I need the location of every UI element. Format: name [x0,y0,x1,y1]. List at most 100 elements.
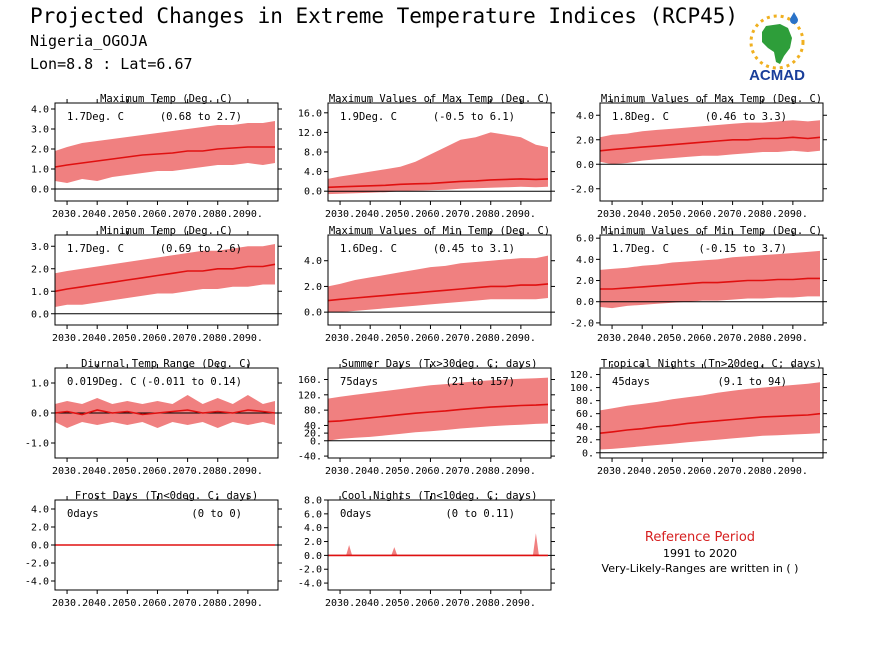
y-tick-label: 3.0 [31,242,49,253]
range-band [55,121,275,183]
x-tick-label: 2070. [446,466,476,477]
x-tick-label: 2030. [597,333,627,344]
y-tick-label: 4.0 [304,167,322,178]
x-tick-label: 2030. [325,466,355,477]
plot-frame [54,102,279,202]
x-tick-label: 2090. [506,333,536,344]
y-tick-label: 1.0 [31,287,49,298]
x-tick-label: 2080. [748,333,778,344]
y-tick-label: -4.0 [25,577,49,588]
y-tick-label: 1.0 [31,379,49,390]
reference-years: 1991 to 2020 [662,547,738,560]
x-tick-label: 2030. [52,598,82,609]
x-tick-label: 2090. [233,466,263,477]
likely-range-label: (0 to 0) [191,508,242,520]
y-tick-label: 0.0 [31,309,49,320]
mean-change-label: 0.019Deg. C [67,376,137,388]
x-tick-label: 2060. [687,333,717,344]
sun-rays-icon [749,14,805,70]
x-tick-label: 2030. [52,209,82,220]
x-tick-label: 2070. [173,598,203,609]
mean-change-label: 1.9Deg. C [340,111,397,123]
x-tick-label: 2040. [355,466,385,477]
x-tick-label: 2030. [597,466,627,477]
x-tick-label: 2090. [233,333,263,344]
reference-note: Very-Likely-Ranges are written in ( ) [601,562,799,575]
reference-title: Reference Period [644,530,756,545]
x-tick-label: 2050. [385,209,415,220]
chart-panel-2: 0.0 4.0 8.0 12.0 16.0 2030. 2040. 2050. 2060. 207… [298,93,555,220]
y-tick-label: -2.0 [570,184,594,195]
x-tick-label: 2050. [385,598,415,609]
x-tick-label: 2070. [446,209,476,220]
x-tick-label: 2040. [82,466,112,477]
y-tick-label: 4.0 [576,255,594,266]
x-tick-label: 2080. [476,598,506,609]
y-tick-label: 4.0 [576,111,594,122]
y-tick-label: 3.0 [31,125,49,136]
plot-frame [327,234,552,326]
panel-title: Minimum Temp (Deg. C) [100,225,233,237]
y-tick-label: 12.0 [298,128,322,139]
mean-change-label: 75days [340,376,378,388]
y-tick-label: 6.0 [576,234,594,245]
mean-line [54,409,276,416]
logo-text: ACMAD [749,67,805,84]
y-tick-label: 2.0 [304,537,322,548]
x-tick-label: 2060. [142,466,172,477]
x-tick-label: 2040. [627,466,657,477]
panel-title: Maximum Values of Min Temp (Deg. C) [329,225,550,237]
plot-frame [327,367,552,459]
range-band [600,250,820,309]
y-tick-label: 100. [570,383,594,394]
mean-line [54,263,276,293]
y-tick-label: 0.0 [576,160,594,171]
reference-legend: Reference Period 1991 to 2020 Very-Likel… [590,530,810,575]
x-tick-label: 2080. [203,209,233,220]
y-tick-label: 2.0 [31,523,49,534]
y-tick-label: 0.0 [304,187,322,198]
x-tick-label: 2090. [506,209,536,220]
y-tick-label: 4.0 [31,105,49,116]
y-tick-label: 16.0 [298,108,322,119]
y-tick-label: -2.0 [570,318,594,329]
x-tick-label: 2090. [778,333,808,344]
x-tick-label: 2070. [446,598,476,609]
panel-title: Frost Days (Tn<0deg. C; days) [75,490,258,502]
x-tick-label: 2060. [687,466,717,477]
chart-panel-4: 0.0 1.0 2.0 3.0 2030. 2040. 2050. 2060. 2070. 208… [31,225,282,344]
x-tick-label: 2030. [325,598,355,609]
likely-range-label: (-0.15 to 3.7) [698,243,787,255]
mean-change-label: 1.8Deg. C [612,111,669,123]
x-tick-label: 2080. [203,466,233,477]
x-tick-label: 2080. [748,466,778,477]
y-tick-label: 2.0 [576,135,594,146]
x-tick-label: 2050. [112,466,142,477]
page-title: Projected Changes in Extreme Temperature… [30,4,739,28]
y-tick-label: 2.0 [31,264,49,275]
x-tick-label: 2050. [112,333,142,344]
x-tick-label: 2040. [627,333,657,344]
panel-title: Minimum Values of Max Temp (Deg. C) [601,93,822,105]
y-tick-label: 40. [576,422,594,433]
y-tick-label: 4.0 [304,256,322,267]
x-tick-label: 2040. [82,598,112,609]
chart-panel-8: -40.0.20.40.80.120.160.2030. 2040. 2050. 20… [298,358,555,477]
mean-line [54,146,275,168]
y-tick-label: 60. [576,409,594,420]
x-tick-label: 2050. [385,333,415,344]
mean-change-label: 0days [67,508,99,520]
x-tick-label: 2080. [748,209,778,220]
y-tick-label: 0. [582,448,594,459]
panel-title: Cool Nights (Tn<10deg. C; days) [342,490,538,502]
x-tick-label: 2040. [355,333,385,344]
water-drop-icon [790,12,798,24]
y-tick-label: 0.0 [304,551,322,562]
x-tick-label: 2050. [385,466,415,477]
range-band [328,533,548,556]
panel-title: Tropical Nights (Tn>20deg. C; days) [601,358,822,370]
y-tick-label: 6.0 [304,509,322,520]
x-tick-label: 2090. [233,209,263,220]
